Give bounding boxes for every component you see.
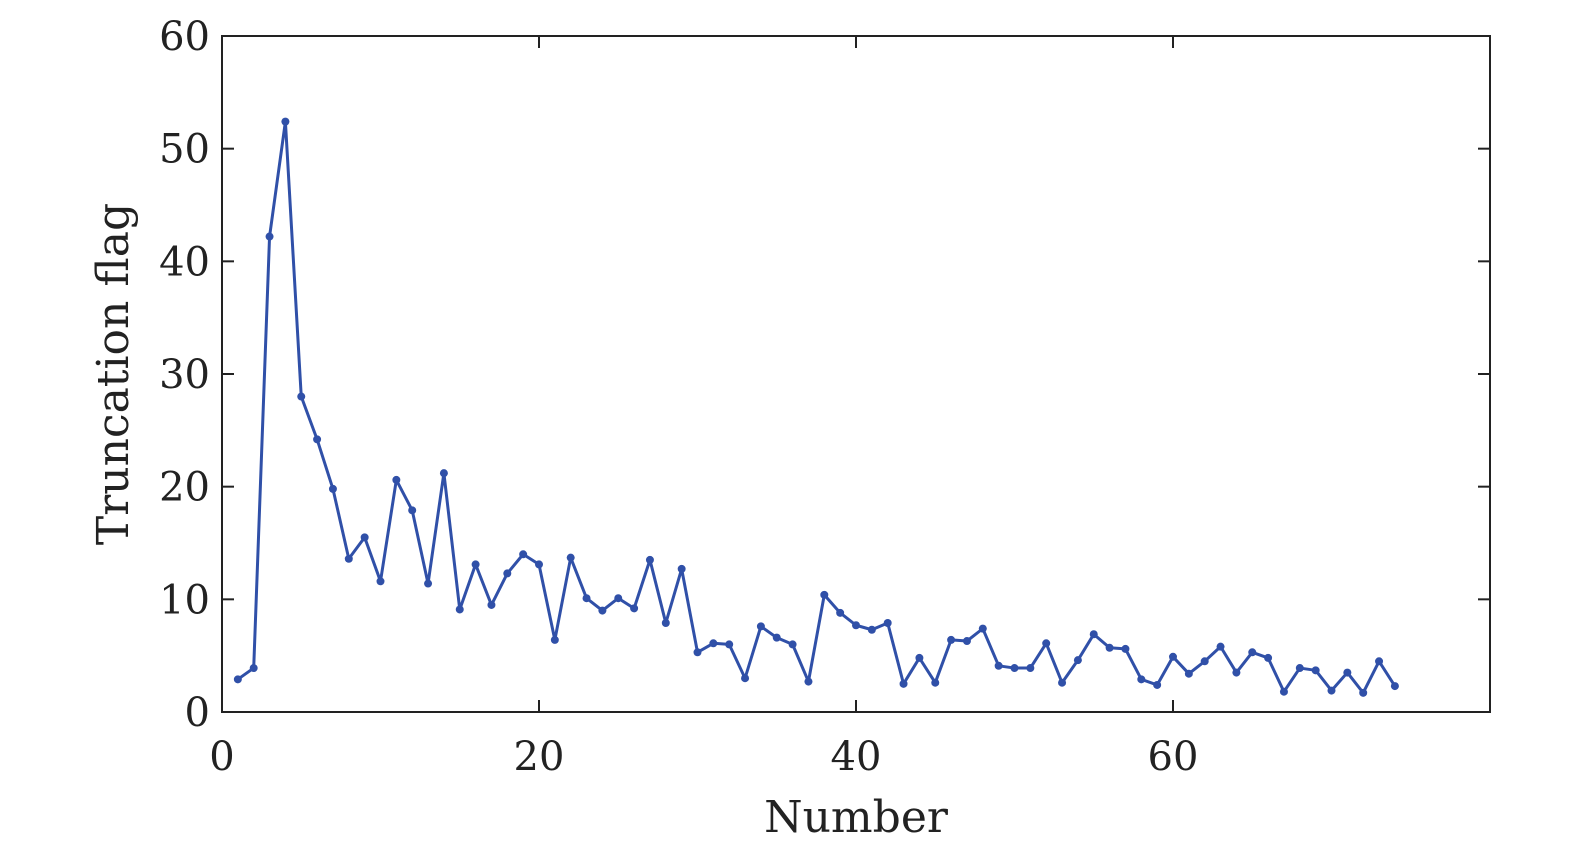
data-point — [455, 605, 464, 614]
data-point — [741, 674, 750, 683]
data-point — [376, 577, 385, 586]
data-point — [836, 608, 845, 617]
data-point — [994, 661, 1003, 670]
y-tick-label: 50 — [159, 127, 210, 173]
data-point — [439, 469, 448, 478]
data-point — [1137, 675, 1146, 684]
data-point — [344, 554, 353, 563]
data-point — [487, 600, 496, 609]
data-point — [788, 640, 797, 649]
data-point — [1390, 682, 1399, 691]
data-point — [471, 560, 480, 569]
y-tick-label: 40 — [159, 239, 210, 285]
data-point — [1026, 664, 1035, 673]
axis-ticks — [221, 35, 1490, 713]
data-point — [1200, 657, 1209, 666]
data-point — [725, 640, 734, 649]
x-tick-label: 0 — [209, 734, 234, 780]
data-point — [804, 677, 813, 686]
data-point — [535, 560, 543, 569]
series-line — [236, 120, 1397, 695]
data-point — [408, 506, 417, 515]
data-point — [233, 675, 242, 684]
data-point — [1153, 680, 1162, 689]
data-point — [249, 664, 258, 673]
data-point — [931, 678, 940, 687]
data-point — [550, 635, 559, 644]
data-point — [313, 435, 322, 444]
data-point — [1105, 643, 1114, 652]
data-point — [630, 604, 639, 613]
data-point — [820, 590, 829, 599]
data-point — [1295, 664, 1304, 673]
y-tick-label: 0 — [185, 690, 210, 736]
tick-labels: 0 20 40 60 0 10 20 30 40 50 60 — [159, 14, 1198, 780]
data-point — [1089, 630, 1098, 639]
data-point — [297, 392, 306, 401]
data-point — [978, 624, 987, 633]
data-point — [1169, 652, 1177, 661]
data-point — [1327, 686, 1336, 695]
data-point — [566, 553, 575, 562]
data-point — [1343, 668, 1352, 677]
data-point — [281, 117, 290, 126]
y-tick-label: 30 — [159, 352, 210, 398]
data-points — [233, 117, 1399, 697]
data-point — [962, 637, 971, 646]
data-point — [1058, 678, 1067, 687]
data-point — [1216, 642, 1225, 651]
data-point — [360, 533, 369, 542]
y-tick-label: 10 — [159, 577, 210, 623]
data-point — [756, 622, 765, 631]
y-axis-title: Truncation flag — [88, 203, 139, 545]
y-tick-label: 20 — [159, 465, 210, 511]
data-point — [1248, 648, 1257, 657]
plot-frame — [221, 35, 1491, 713]
data-point — [645, 555, 654, 564]
data-point — [1279, 687, 1288, 696]
data-point — [598, 606, 607, 615]
data-point — [503, 569, 512, 578]
data-point — [1359, 688, 1368, 697]
data-point — [1121, 644, 1130, 653]
data-point — [392, 475, 401, 484]
data-point — [1264, 653, 1273, 662]
data-point — [1311, 666, 1320, 675]
data-point — [709, 639, 718, 648]
data-point — [1375, 657, 1384, 666]
data-point — [867, 625, 876, 634]
data-point — [1232, 668, 1241, 677]
data-point — [519, 550, 528, 559]
data-point — [1073, 656, 1082, 665]
data-point — [677, 564, 686, 573]
data-point — [661, 618, 670, 627]
data-point — [772, 633, 781, 642]
x-tick-label: 20 — [514, 734, 565, 780]
data-point — [693, 648, 702, 657]
x-tick-label: 40 — [831, 734, 882, 780]
data-point — [1184, 669, 1193, 678]
data-point — [265, 232, 274, 241]
data-point — [614, 594, 623, 603]
data-point — [328, 484, 337, 493]
x-tick-label: 60 — [1148, 734, 1199, 780]
data-point — [852, 621, 860, 630]
data-point — [915, 653, 924, 662]
x-axis-title: Number — [764, 792, 949, 843]
y-tick-label: 60 — [159, 14, 210, 60]
data-point — [1010, 664, 1019, 673]
data-point — [899, 679, 908, 688]
data-point — [883, 618, 892, 627]
data-point — [1042, 639, 1051, 648]
data-point — [947, 635, 956, 644]
data-point — [582, 594, 591, 603]
data-point — [424, 579, 433, 588]
